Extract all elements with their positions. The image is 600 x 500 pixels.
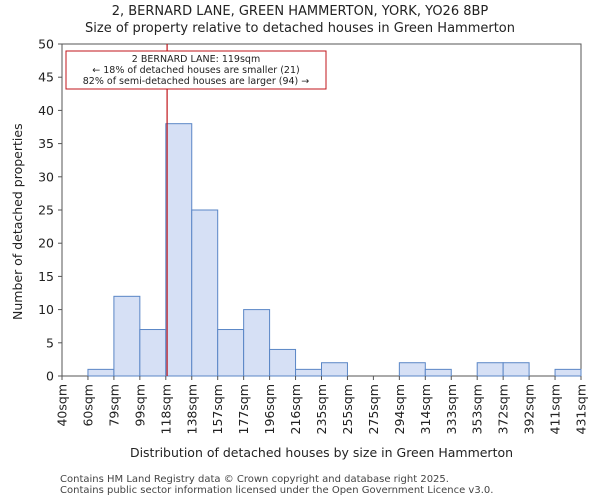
annotation-line2: ← 18% of detached houses are smaller (21… bbox=[92, 65, 299, 76]
x-tick-label: 275sqm bbox=[366, 384, 381, 434]
x-tick-label: 314sqm bbox=[418, 384, 433, 434]
x-tick-label: 99sqm bbox=[132, 384, 147, 427]
x-tick-label: 40sqm bbox=[55, 384, 70, 427]
y-tick-label: 50 bbox=[38, 37, 54, 52]
x-tick-label: 196sqm bbox=[262, 384, 277, 434]
histogram-bar bbox=[321, 362, 348, 377]
y-tick-label: 40 bbox=[38, 103, 54, 118]
histogram-bar bbox=[217, 329, 245, 377]
y-tick-label: 35 bbox=[38, 136, 54, 151]
annotation-box bbox=[65, 50, 327, 90]
y-tick-label: 15 bbox=[38, 269, 54, 284]
x-tick-label: 353sqm bbox=[470, 384, 485, 434]
x-tick-label: 431sqm bbox=[574, 384, 589, 434]
histogram-bar bbox=[191, 209, 219, 377]
y-tick-label: 45 bbox=[38, 70, 54, 85]
histogram-bar bbox=[87, 368, 115, 377]
footer-licence: Contains public sector information licen… bbox=[60, 485, 494, 496]
x-tick-label: 294sqm bbox=[392, 384, 407, 434]
y-tick-label: 30 bbox=[38, 169, 54, 184]
y-axis-label: Number of detached properties bbox=[10, 123, 25, 320]
histogram-bar bbox=[139, 329, 167, 377]
histogram-bar bbox=[269, 348, 297, 377]
x-tick-label: 392sqm bbox=[522, 384, 537, 434]
chart-subtitle: Size of property relative to detached ho… bbox=[85, 21, 515, 36]
annotation-line1: 2 BERNARD LANE: 119sqm bbox=[132, 54, 260, 65]
histogram-bar bbox=[424, 368, 452, 377]
x-tick-label: 255sqm bbox=[340, 384, 355, 434]
chart-title: 2, BERNARD LANE, GREEN HAMMERTON, YORK, … bbox=[111, 4, 489, 19]
x-tick-label: 235sqm bbox=[314, 384, 329, 434]
histogram-bar bbox=[113, 295, 141, 377]
histogram-bar bbox=[295, 368, 322, 377]
x-tick-label: 118sqm bbox=[158, 384, 173, 434]
x-tick-label: 372sqm bbox=[496, 384, 511, 434]
x-tick-label: 333sqm bbox=[444, 384, 459, 434]
x-tick-label: 157sqm bbox=[210, 384, 225, 434]
x-tick-label: 138sqm bbox=[184, 384, 199, 434]
annotation-line3: 82% of semi-detached houses are larger (… bbox=[83, 76, 310, 87]
x-tick-label: 79sqm bbox=[106, 384, 121, 427]
y-tick-label: 25 bbox=[38, 203, 54, 218]
x-tick-label: 60sqm bbox=[80, 384, 95, 427]
x-tick-label: 177sqm bbox=[236, 384, 251, 434]
x-tick-label: 216sqm bbox=[288, 384, 303, 434]
histogram-bar bbox=[398, 362, 426, 377]
histogram-bar bbox=[165, 123, 193, 377]
y-tick-label: 5 bbox=[46, 335, 54, 350]
histogram-bar bbox=[476, 362, 504, 377]
y-tick-label: 0 bbox=[46, 369, 54, 384]
histogram-bar bbox=[554, 368, 582, 377]
histogram-bar bbox=[243, 309, 271, 377]
y-tick-label: 10 bbox=[38, 302, 54, 317]
histogram-bar bbox=[502, 362, 530, 377]
x-tick-label: 411sqm bbox=[548, 384, 563, 434]
x-axis-label: Distribution of detached houses by size … bbox=[129, 445, 514, 460]
y-tick-label: 20 bbox=[38, 236, 54, 251]
footer-copyright: Contains HM Land Registry data © Crown c… bbox=[60, 474, 449, 485]
